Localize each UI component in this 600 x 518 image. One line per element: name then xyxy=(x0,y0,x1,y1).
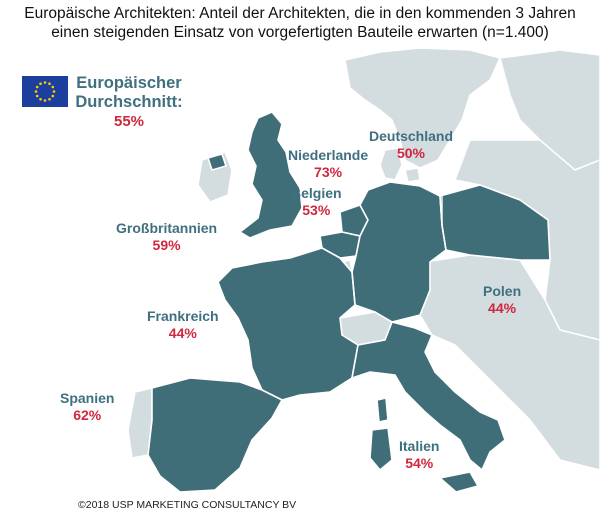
country-value: 54% xyxy=(405,455,434,471)
label-frankreich: Frankreich 44% xyxy=(147,308,219,342)
country-value: 62% xyxy=(73,407,102,423)
country-name: Niederlande xyxy=(288,147,369,163)
european-average: Europäischer Durchschnitt: 55% xyxy=(74,74,184,131)
eu-flag-icon xyxy=(22,76,68,107)
country-shape-grossbritannien xyxy=(239,111,303,239)
country-value: 59% xyxy=(152,237,181,253)
label-niederlande: Niederlande 73% xyxy=(288,147,368,181)
country-name: Deutschland xyxy=(369,128,454,144)
country-shape-frankreich xyxy=(217,247,359,401)
background-land xyxy=(127,47,600,471)
country-name: Spanien xyxy=(60,390,115,406)
land-scandinavia xyxy=(344,47,502,169)
copyright-notice: ©2018 USP MARKETING CONSULTANCY BV xyxy=(78,499,297,511)
country-name: Belgien xyxy=(291,185,342,201)
country-borders xyxy=(339,196,447,306)
label-spanien: Spanien 62% xyxy=(60,390,114,424)
chart-title: Europäische Architekten: Anteil der Arch… xyxy=(0,4,600,42)
country-value: 73% xyxy=(314,164,343,180)
label-deutschland: Deutschland 50% xyxy=(369,128,453,162)
highlighted-countries xyxy=(147,111,551,493)
country-name: Polen xyxy=(483,283,522,299)
land-denmark-island xyxy=(404,167,421,183)
country-shape-nordirland xyxy=(207,153,227,171)
country-shape-italien xyxy=(351,321,506,471)
border-de-pl xyxy=(441,196,447,251)
country-shape-sizilien xyxy=(439,471,479,493)
country-value: 44% xyxy=(488,300,517,316)
title-line-1: Europäische Architekten: Anteil der Arch… xyxy=(24,5,576,22)
land-central-south xyxy=(419,254,600,471)
european-average-value: 55% xyxy=(113,113,145,130)
country-name: Frankreich xyxy=(147,308,219,324)
border-fr-de xyxy=(339,257,356,306)
label-polen: Polen 44% xyxy=(483,283,521,317)
country-name: Italien xyxy=(399,438,440,454)
european-average-label-1: Europäischer xyxy=(76,74,182,92)
country-value: 53% xyxy=(302,202,331,218)
country-value: 44% xyxy=(168,325,197,341)
title-line-2: einen steigenden Einsatz von vorgefertig… xyxy=(51,24,549,41)
country-name: Großbritannien xyxy=(116,220,218,236)
label-grossbritannien: Großbritannien 59% xyxy=(116,220,217,254)
label-italien: Italien 54% xyxy=(399,438,439,472)
eu-stars-icon xyxy=(34,81,56,102)
country-shape-korsika xyxy=(376,397,389,423)
european-average-label-2: Durchschnitt: xyxy=(75,93,183,111)
country-value: 50% xyxy=(396,145,426,161)
country-shape-deutschland xyxy=(351,181,447,323)
label-belgien: Belgien 53% xyxy=(291,185,342,219)
country-shape-spanien xyxy=(147,377,283,493)
country-shape-sardinien xyxy=(369,427,393,471)
land-denmark xyxy=(379,147,403,181)
